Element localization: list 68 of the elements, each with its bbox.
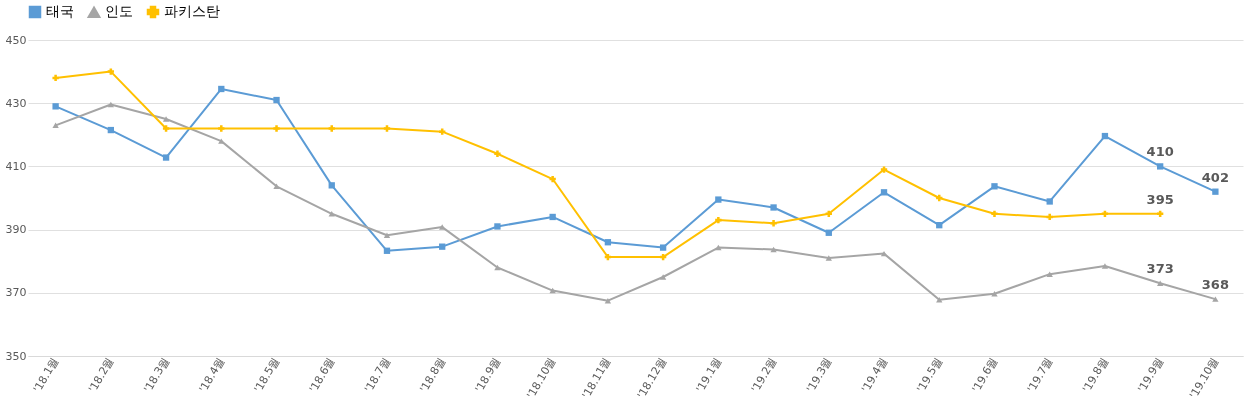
- data-label: 368: [1201, 277, 1229, 293]
- point: [52, 103, 59, 110]
- legend-label: 태국: [46, 3, 74, 19]
- point: [162, 154, 170, 161]
- point: [770, 220, 777, 227]
- point: [549, 213, 556, 221]
- point: [273, 125, 280, 132]
- point: [107, 126, 114, 134]
- point: [162, 116, 170, 122]
- point: [328, 211, 335, 217]
- y-tick-label: 370: [5, 286, 27, 300]
- point: [549, 175, 556, 183]
- y-tick-label: 430: [5, 96, 27, 110]
- point: [659, 244, 667, 251]
- point: [1157, 163, 1164, 170]
- point: [273, 96, 280, 104]
- point: [715, 216, 722, 224]
- data-label: 402: [1201, 169, 1229, 185]
- point: [494, 223, 501, 230]
- point: [825, 229, 832, 236]
- data-label: 410: [1146, 144, 1174, 160]
- point: [1212, 188, 1219, 195]
- point: [936, 222, 943, 229]
- point: [218, 138, 225, 144]
- point: [439, 243, 446, 250]
- point: [328, 182, 335, 189]
- point: [991, 210, 998, 217]
- point: [604, 239, 612, 246]
- point: [936, 194, 943, 202]
- point: [1046, 271, 1053, 277]
- point: [715, 196, 722, 203]
- point: [383, 232, 391, 239]
- point: [218, 85, 225, 93]
- point: [383, 125, 391, 132]
- legend-label: 파키스탄: [164, 3, 220, 19]
- point: [1101, 132, 1109, 140]
- point: [52, 122, 59, 129]
- point: [162, 125, 170, 132]
- point: [1212, 296, 1219, 302]
- point: [273, 183, 280, 190]
- data-label: 373: [1146, 261, 1174, 277]
- data-label: 395: [1146, 191, 1174, 207]
- point: [439, 128, 446, 135]
- point: [494, 264, 501, 271]
- y-tick-label: 450: [5, 33, 27, 47]
- point: [880, 189, 888, 196]
- point: [659, 274, 667, 280]
- point: [439, 224, 446, 230]
- point: [383, 247, 391, 254]
- point: [494, 150, 501, 157]
- point: [52, 74, 59, 82]
- point: [328, 125, 335, 132]
- y-tick-label: 350: [5, 349, 27, 363]
- point: [770, 246, 777, 253]
- point: [991, 183, 998, 190]
- point: [1101, 263, 1109, 269]
- point: [218, 125, 225, 132]
- point: [880, 166, 888, 173]
- legend-label: 인도: [105, 3, 133, 20]
- point: [1046, 213, 1053, 221]
- point: [1046, 198, 1053, 205]
- point: [107, 68, 114, 75]
- point: [107, 101, 114, 108]
- point: [825, 255, 832, 261]
- point: [770, 204, 777, 211]
- y-tick-label: 390: [5, 223, 27, 237]
- point: [1157, 280, 1164, 287]
- y-tick-label: 410: [5, 159, 27, 173]
